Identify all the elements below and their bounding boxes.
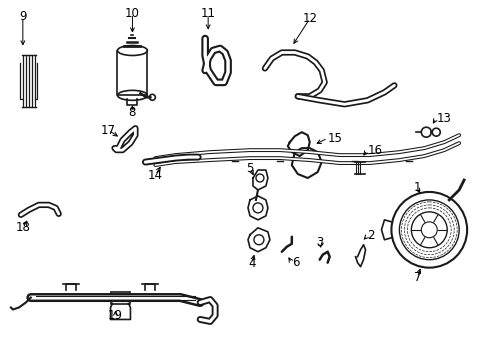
Text: 16: 16 (367, 144, 382, 157)
Text: 19: 19 (108, 309, 123, 322)
Text: 1: 1 (413, 181, 420, 194)
Circle shape (410, 212, 447, 248)
Text: 13: 13 (435, 112, 450, 125)
Text: 6: 6 (291, 256, 299, 269)
Text: 11: 11 (200, 7, 215, 20)
Text: 18: 18 (16, 221, 30, 234)
Text: 7: 7 (413, 271, 420, 284)
Text: 10: 10 (125, 7, 140, 20)
Text: 2: 2 (367, 229, 374, 242)
Text: 17: 17 (101, 124, 116, 137)
Bar (110, 292, 130, 303)
Text: 14: 14 (147, 168, 163, 181)
Text: 3: 3 (315, 236, 323, 249)
Text: 4: 4 (248, 257, 255, 270)
Text: 8: 8 (128, 106, 136, 119)
Text: 12: 12 (302, 12, 317, 25)
Text: 15: 15 (327, 132, 342, 145)
Ellipse shape (117, 90, 147, 100)
Ellipse shape (117, 45, 147, 55)
Text: 9: 9 (19, 10, 26, 23)
Circle shape (390, 192, 466, 268)
Text: 5: 5 (246, 162, 253, 175)
